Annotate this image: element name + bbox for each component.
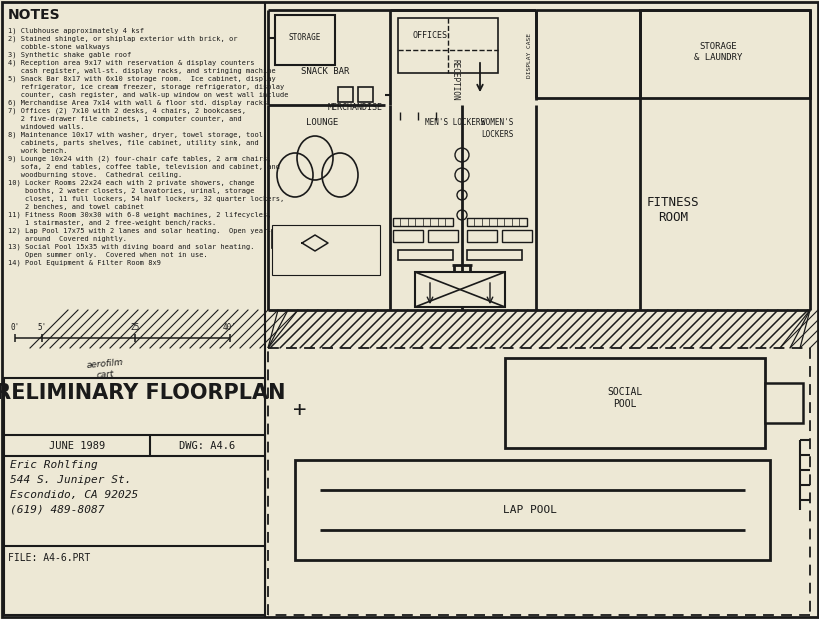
Text: counter, cash register, and walk-up window on west wall include: counter, cash register, and walk-up wind…	[8, 92, 288, 98]
Text: 9) Lounge 10x24 with (2) four-chair cafe tables, 2 arm chairs,: 9) Lounge 10x24 with (2) four-chair cafe…	[8, 156, 271, 163]
Text: 2 five-drawer file cabinets, 1 computer counter, and: 2 five-drawer file cabinets, 1 computer …	[8, 116, 242, 122]
Bar	[505, 358, 764, 448]
Text: DWG: A4.6: DWG: A4.6	[179, 441, 235, 451]
Text: STORAGE
& LAUNDRY: STORAGE & LAUNDRY	[693, 42, 741, 62]
Text: sofa, 2 end tables, coffee table, television and cabinet, and: sofa, 2 end tables, coffee table, televi…	[8, 164, 279, 170]
Bar	[268, 310, 809, 348]
Bar	[397, 250, 452, 260]
Text: OFFICES: OFFICES	[412, 30, 447, 40]
Bar	[764, 383, 802, 423]
Text: windowed walls.: windowed walls.	[8, 124, 84, 130]
Bar	[301, 230, 327, 248]
Text: cobble-stone walkways: cobble-stone walkways	[8, 44, 110, 50]
Text: 40': 40'	[223, 323, 237, 332]
Text: FITNESS
ROOM: FITNESS ROOM	[646, 196, 699, 224]
Bar	[299, 255, 319, 267]
Text: work bench.: work bench.	[8, 148, 67, 154]
Bar	[295, 460, 769, 560]
Text: refrigerator, ice cream freezer, storage refrigerator, display: refrigerator, ice cream freezer, storage…	[8, 84, 284, 90]
Text: 2 benches, and towel cabinet: 2 benches, and towel cabinet	[8, 204, 144, 210]
Text: MEN'S LOCKERS: MEN'S LOCKERS	[424, 118, 485, 127]
Bar	[392, 218, 452, 226]
Text: 0': 0'	[11, 323, 20, 332]
Text: 2) Stained shingle, or shiplap exterior with brick, or: 2) Stained shingle, or shiplap exterior …	[8, 36, 238, 43]
Bar	[467, 218, 527, 226]
Text: cash register, wall-st. display racks, and stringing machine: cash register, wall-st. display racks, a…	[8, 68, 275, 74]
Text: booths, 2 water closets, 2 lavatories, urinal, storage: booths, 2 water closets, 2 lavatories, u…	[8, 188, 254, 194]
Text: 12) Lap Pool 17x75 with 2 lanes and solar heating.  Open year-: 12) Lap Pool 17x75 with 2 lanes and sola…	[8, 228, 271, 235]
Bar	[268, 310, 809, 348]
Text: LOCKERS: LOCKERS	[480, 130, 513, 139]
Bar	[639, 10, 809, 98]
Bar	[337, 87, 352, 102]
Bar	[274, 15, 335, 65]
Bar	[467, 230, 496, 242]
Text: 14) Pool Equipment & Filter Room 8x9: 14) Pool Equipment & Filter Room 8x9	[8, 260, 161, 267]
Text: 8) Maintenance 10x17 with washer, dryer, towel storage, tool: 8) Maintenance 10x17 with washer, dryer,…	[8, 132, 263, 139]
Bar	[467, 250, 522, 260]
Text: 1 stairmaster, and 2 free-weight bench/racks.: 1 stairmaster, and 2 free-weight bench/r…	[8, 220, 216, 226]
Text: DISPLAY CASE: DISPLAY CASE	[527, 33, 532, 77]
Text: 10) Locker Rooms 22x24 each with 2 private showers, change: 10) Locker Rooms 22x24 each with 2 priva…	[8, 180, 254, 186]
Text: WOMEN'S: WOMEN'S	[480, 118, 513, 127]
Text: STORAGE: STORAGE	[288, 33, 321, 43]
Bar	[397, 18, 497, 73]
Text: aerofilm
cart: aerofilm cart	[85, 358, 124, 381]
Bar	[428, 230, 458, 242]
Text: closet, 11 full lockers, 54 half lockers, 32 quarter lockers,: closet, 11 full lockers, 54 half lockers…	[8, 196, 284, 202]
Text: +: +	[293, 400, 306, 420]
Text: 11) Fitness Room 30x30 with 6-8 weight machines, 2 lifecycles,: 11) Fitness Room 30x30 with 6-8 weight m…	[8, 212, 271, 219]
Text: woodburning stove.  Cathedral ceiling.: woodburning stove. Cathedral ceiling.	[8, 172, 182, 178]
Text: 3) Synthetic shake gable roof: 3) Synthetic shake gable roof	[8, 52, 131, 59]
Text: Eric Rohlfing
544 S. Juniper St.
Escondido, CA 92025
(619) 489-8087: Eric Rohlfing 544 S. Juniper St. Escondi…	[10, 460, 138, 514]
Text: SNACK BAR: SNACK BAR	[301, 67, 349, 77]
Bar	[272, 225, 379, 275]
Text: 6) Merchandise Area 7x14 with wall & floor std. display racks.: 6) Merchandise Area 7x14 with wall & flo…	[8, 100, 271, 106]
Text: LAP POOL: LAP POOL	[502, 505, 556, 515]
Text: 5': 5'	[38, 323, 47, 332]
Text: 1) Clubhouse approximately 4 ksf: 1) Clubhouse approximately 4 ksf	[8, 28, 144, 35]
Text: RECEPTION: RECEPTION	[450, 59, 459, 101]
Text: 5) Snack Bar 8x17 with 6x10 storage room.  Ice cabinet, display: 5) Snack Bar 8x17 with 6x10 storage room…	[8, 76, 275, 82]
Bar	[274, 255, 294, 267]
Bar	[272, 230, 296, 248]
Bar	[392, 230, 423, 242]
Text: 7) Offices (2) 7x10 with 2 desks, 4 chairs, 2 bookcases,: 7) Offices (2) 7x10 with 2 desks, 4 chai…	[8, 108, 246, 115]
Bar	[358, 87, 373, 102]
Text: around  Covered nightly.: around Covered nightly.	[8, 236, 127, 242]
Bar	[4, 378, 265, 615]
Text: NOTES: NOTES	[8, 8, 61, 22]
Text: PRELIMINARY FLOORPLAN: PRELIMINARY FLOORPLAN	[0, 383, 285, 403]
Text: SOCIAL
POOL: SOCIAL POOL	[607, 387, 642, 409]
Bar	[414, 272, 505, 307]
Text: LOUNGE: LOUNGE	[305, 118, 337, 127]
Text: cabinets, parts shelves, file cabinet, utility sink, and: cabinets, parts shelves, file cabinet, u…	[8, 140, 259, 146]
Text: 25: 25	[130, 323, 139, 332]
Text: 4) Reception area 9x17 with reservation & display counters: 4) Reception area 9x17 with reservation …	[8, 60, 254, 66]
Bar	[501, 230, 532, 242]
Text: Open summer only.  Covered when not in use.: Open summer only. Covered when not in us…	[8, 252, 207, 258]
Text: 13) Social Pool 15x35 with diving board and solar heating.: 13) Social Pool 15x35 with diving board …	[8, 244, 254, 251]
Text: MERCHANDISE: MERCHANDISE	[327, 103, 382, 113]
Text: FILE: A4-6.PRT: FILE: A4-6.PRT	[8, 553, 90, 563]
Text: JUNE 1989: JUNE 1989	[49, 441, 105, 451]
